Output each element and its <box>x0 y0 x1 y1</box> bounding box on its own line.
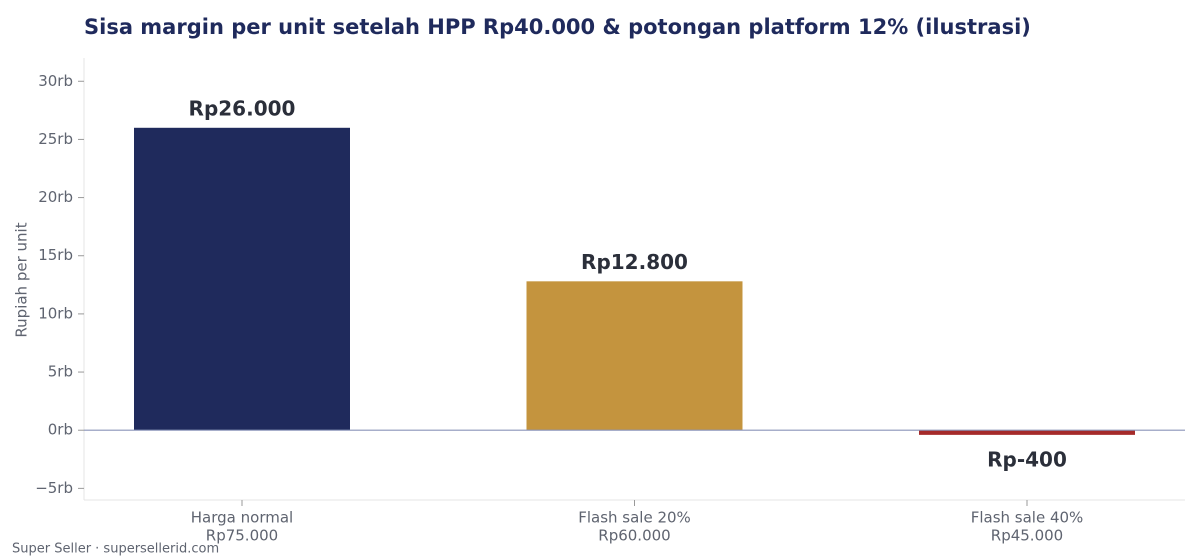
x-tick-label: Rp60.000 <box>598 527 670 545</box>
y-tick-label: −5rb <box>35 479 73 497</box>
y-tick-label: 5rb <box>48 363 73 381</box>
x-tick-label: Flash sale 20% <box>578 509 691 527</box>
data-label: Rp12.800 <box>581 250 688 274</box>
bar <box>134 127 350 431</box>
y-tick-label: 30rb <box>38 72 73 90</box>
y-tick-label: 0rb <box>48 421 73 439</box>
y-tick-label: 15rb <box>38 246 73 264</box>
y-axis-label: Rupiah per unit <box>13 222 31 337</box>
x-tick-label: Rp75.000 <box>206 527 278 545</box>
x-tick-label: Rp45.000 <box>991 527 1063 545</box>
y-tick-label: 20rb <box>38 188 73 206</box>
x-tick-label: Flash sale 40% <box>971 509 1084 527</box>
y-tick-label: 10rb <box>38 304 73 322</box>
data-label: Rp-400 <box>987 447 1067 471</box>
data-label: Rp26.000 <box>189 96 296 120</box>
bar <box>919 430 1135 435</box>
chart-title: Sisa margin per unit setelah HPP Rp40.00… <box>84 15 1031 39</box>
y-tick-label: 25rb <box>38 130 73 148</box>
bar <box>526 281 743 431</box>
footer: Super Seller · supersellerid.com <box>12 542 219 557</box>
x-tick-label: Harga normal <box>191 509 293 527</box>
